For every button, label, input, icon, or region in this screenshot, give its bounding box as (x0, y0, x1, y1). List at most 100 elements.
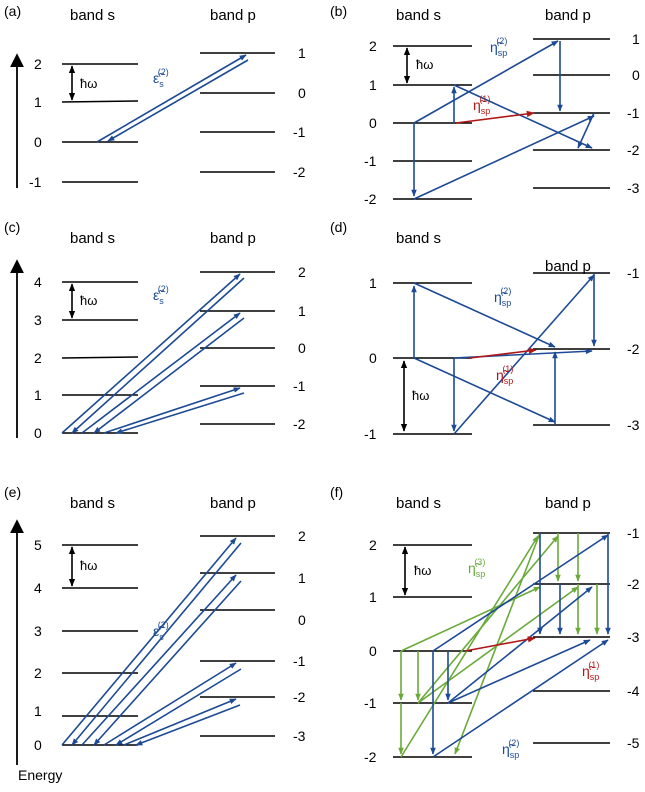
p-level-label: -1 (627, 105, 640, 121)
p-level-label: 1 (298, 570, 306, 586)
s-level-label: 2 (369, 38, 377, 54)
p-level-label: 1 (298, 45, 306, 61)
p-level-label: 1 (632, 31, 640, 47)
eta1-symbol: η̃sp(1) (473, 94, 490, 116)
band-s-header: band s (70, 230, 115, 247)
double-arrows (61, 273, 245, 434)
s-level-label: -1 (364, 695, 377, 711)
s-levels (393, 282, 472, 435)
band-s-header: band s (396, 230, 441, 247)
p-level-label: -3 (627, 180, 640, 196)
p-level-label: -1 (293, 124, 306, 140)
p-levels (200, 535, 275, 737)
hbar-omega-label: ħω (412, 388, 429, 403)
eta2-symbol: η̃sp(2) (502, 738, 519, 760)
s-level-label: -2 (364, 191, 377, 207)
transition-arrows (411, 273, 597, 435)
s-level-label: 2 (34, 665, 42, 681)
s-level-label: 0 (369, 115, 377, 131)
s-levels (61, 63, 139, 183)
panel-label: (b) (330, 3, 347, 19)
band-p-header: band p (545, 258, 591, 275)
s-level-label: -1 (29, 174, 42, 190)
transition-arrows (411, 40, 595, 200)
double-arrows (61, 537, 242, 746)
panel-e: (e) band s band p Energy 5 4 3 2 1 0 2 1… (4, 484, 306, 783)
energy-axis-label: Energy (18, 767, 62, 783)
s-level-label: 4 (34, 274, 42, 290)
s-level-label: 0 (34, 737, 42, 753)
red-arrow (455, 110, 535, 124)
eta3-symbol: η̃sp(3) (468, 557, 485, 579)
s-level-label: -1 (364, 426, 377, 442)
band-p-header: band p (210, 7, 256, 24)
band-p-header: band p (545, 7, 591, 24)
band-p-header: band p (210, 230, 256, 247)
hbar-omega-label: ħω (80, 558, 97, 573)
s-level-label: 3 (34, 623, 42, 639)
eta2-symbol: η̃sp(2) (494, 286, 511, 308)
eta2-symbol: η̃sp(2) (490, 36, 507, 58)
p-level-label: -2 (293, 164, 306, 180)
hbar-omega-label: ħω (80, 293, 97, 308)
s-level-label: 1 (34, 94, 42, 110)
p-level-label: -2 (293, 689, 306, 705)
s-level-label: 0 (369, 350, 377, 366)
band-s-header: band s (70, 495, 115, 512)
s-levels (61, 281, 139, 434)
s-level-label: 0 (369, 643, 377, 659)
eta1-symbol: η̃sp(1) (582, 660, 599, 682)
s-level-label: 1 (369, 275, 377, 291)
band-s-header: band s (396, 495, 441, 512)
p-level-label: -1 (293, 378, 306, 394)
s-level-label: 2 (34, 56, 42, 72)
p-level-label: -1 (627, 265, 640, 281)
s-level-label: 0 (34, 134, 42, 150)
hbar-omega-label: ħω (80, 76, 97, 91)
s-level-label: 5 (34, 537, 42, 553)
p-levels (200, 52, 275, 173)
p-level-label: -4 (627, 683, 640, 699)
p-level-label: 0 (632, 67, 640, 83)
eta1-symbol: η̃sp(1) (496, 364, 513, 386)
p-level-label: -1 (627, 525, 640, 541)
hbar-omega-label: ħω (416, 57, 433, 72)
panel-c: (c) band s band p 4 3 2 1 0 2 1 0 -1 -2 … (4, 219, 306, 441)
epsilon-symbol: ε̃s(2) (153, 284, 169, 306)
red-arrow (464, 636, 536, 652)
panel-a: (a) band s band p 2 1 0 -1 1 0 -1 -2 ħω (4, 3, 306, 190)
s-level-label: 2 (34, 350, 42, 366)
p-level-label: 2 (298, 528, 306, 544)
s-levels (393, 544, 472, 758)
band-p-header: band p (210, 495, 256, 512)
panel-f: (f) band s band p 2 1 0 -1 -2 -1 -2 -3 -… (330, 484, 640, 765)
s-level-label: -1 (364, 153, 377, 169)
epsilon-symbol: ε̃s(2) (153, 620, 169, 642)
s-levels (62, 544, 138, 746)
s-level-label: 1 (34, 703, 42, 719)
panel-label: (a) (4, 3, 21, 19)
p-level-label: -5 (627, 735, 640, 751)
p-level-label: -1 (293, 653, 306, 669)
panel-label: (c) (4, 219, 20, 235)
p-levels (533, 38, 610, 189)
band-s-header: band s (396, 7, 441, 24)
epsilon-symbol: ε̃s(2) (153, 67, 169, 89)
p-level-label: 2 (298, 264, 306, 280)
p-level-label: -3 (627, 629, 640, 645)
s-level-label: 1 (369, 77, 377, 93)
s-level-label: 1 (34, 387, 42, 403)
p-level-label: -3 (293, 728, 306, 744)
s-level-label: 3 (34, 312, 42, 328)
panel-b: (b) band s band p 2 1 0 -1 -2 1 0 -1 -2 … (330, 3, 640, 207)
band-s-header: band s (70, 7, 115, 24)
s-level-label: 2 (369, 537, 377, 553)
p-level-label: 0 (298, 85, 306, 101)
p-level-label: -2 (627, 576, 640, 592)
s-level-label: 0 (34, 425, 42, 441)
panel-label: (f) (330, 484, 343, 500)
hbar-omega-label: ħω (414, 563, 431, 578)
p-levels (533, 272, 610, 426)
p-levels (533, 532, 610, 744)
